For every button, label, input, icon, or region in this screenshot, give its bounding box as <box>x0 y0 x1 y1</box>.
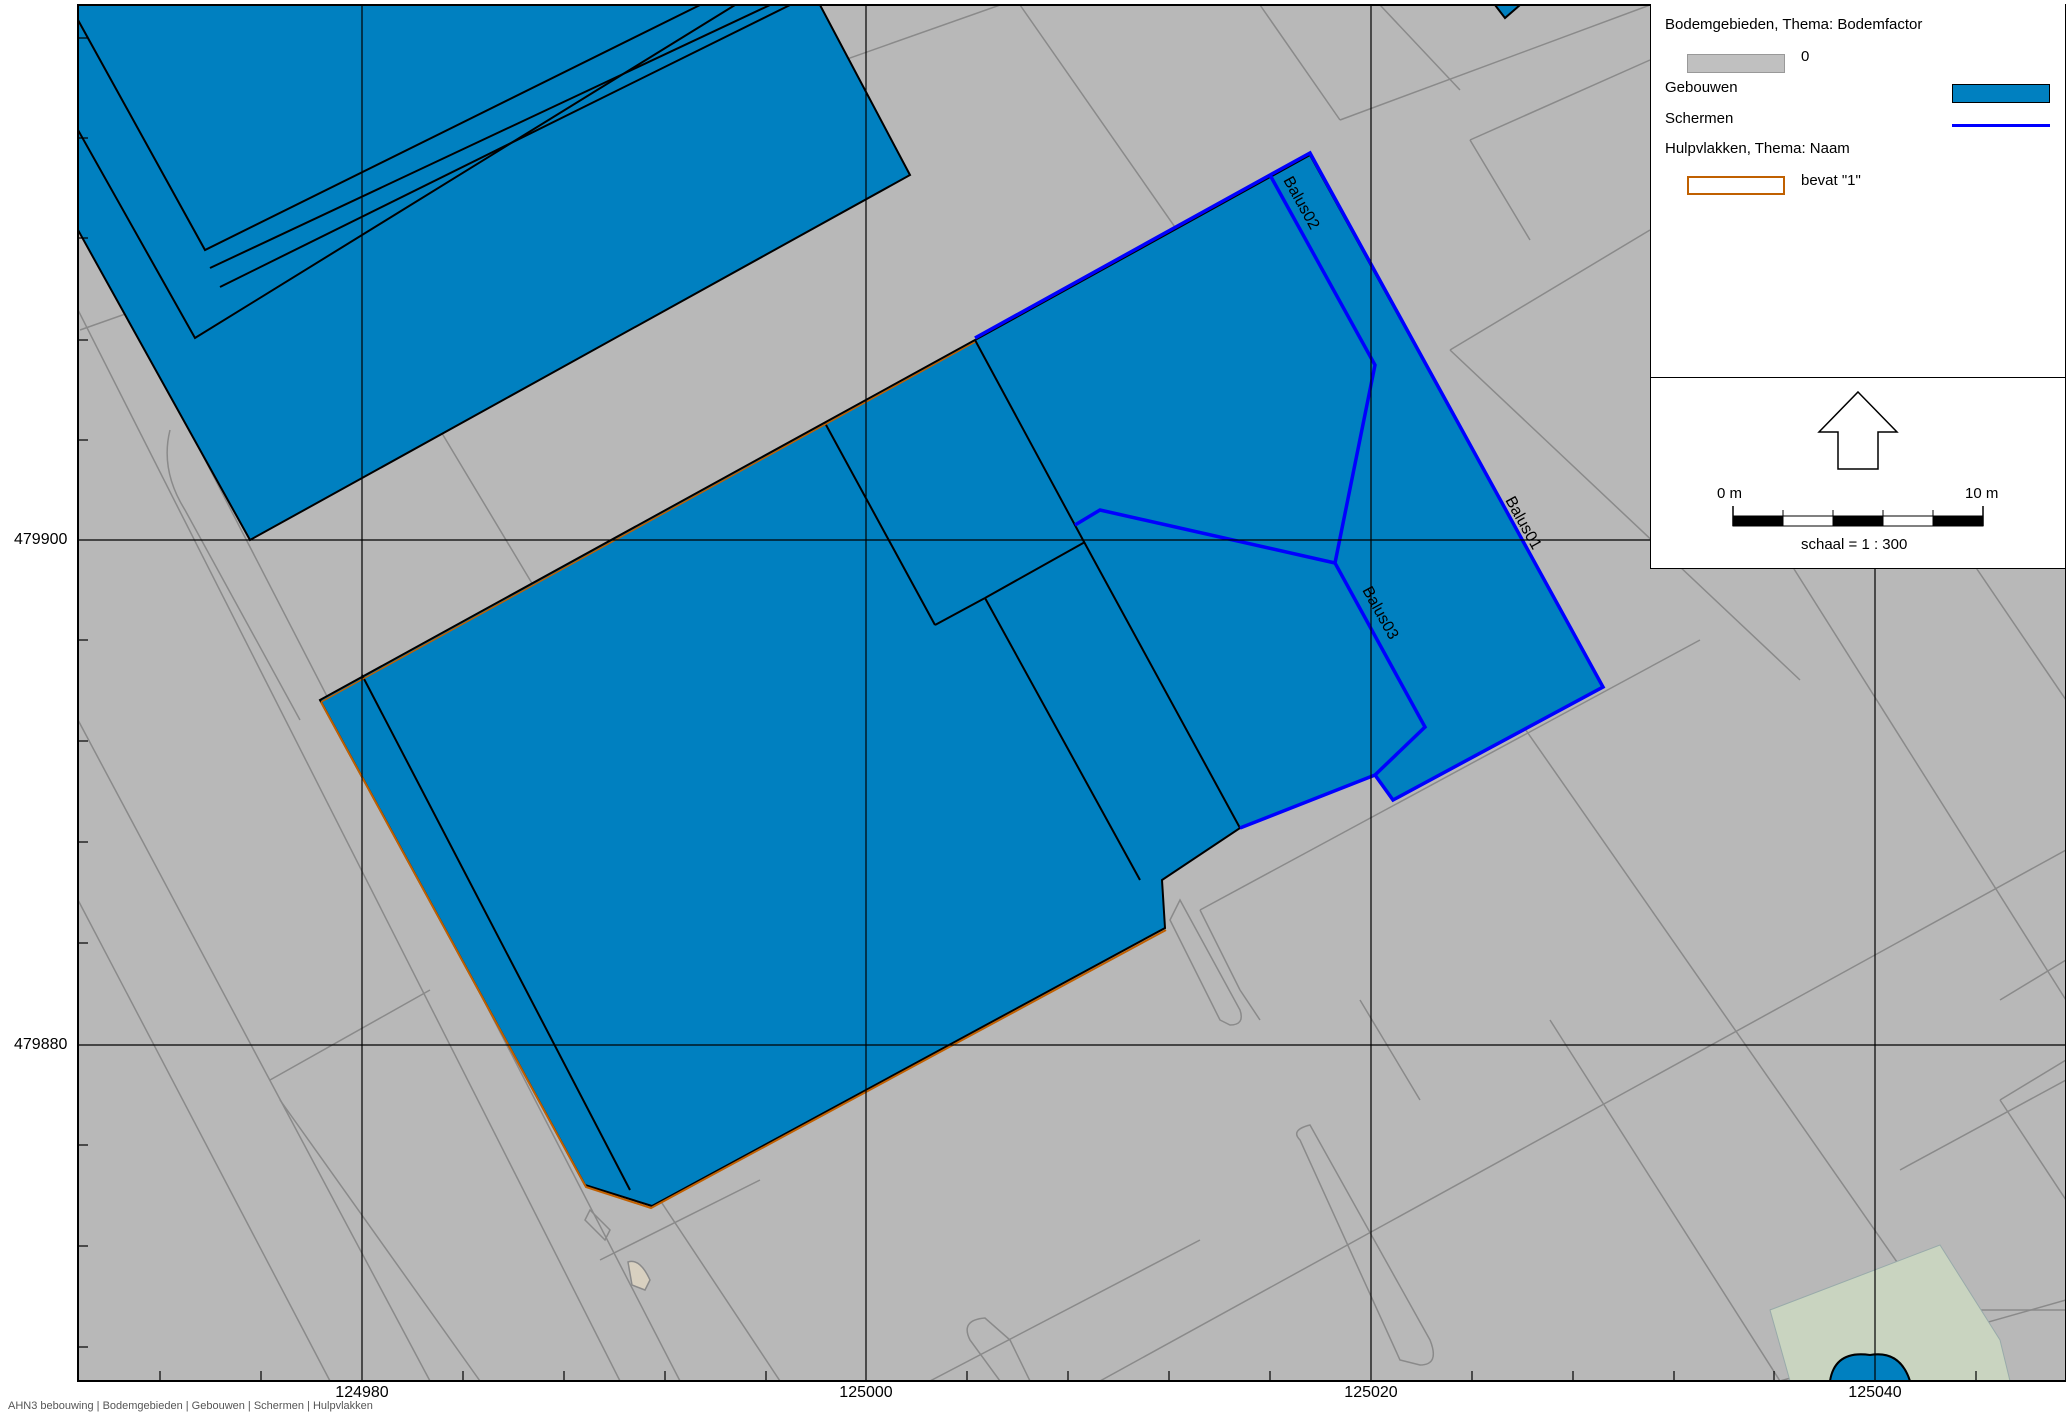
legend-bodem-title: Bodemgebieden, Thema: Bodemfactor <box>1665 16 1923 33</box>
legend-bodem-swatch <box>1687 54 1785 73</box>
legend-panel: Bodemgebieden, Thema: Bodemfactor 0 Gebo… <box>1650 4 2065 378</box>
curb-outlines <box>166 429 1435 1381</box>
scale-end-label: 10 m <box>1965 485 1999 502</box>
footer-credits: AHN3 bebouwing | Bodemgebieden | Gebouwe… <box>8 1400 373 1412</box>
legend-gebouwen-swatch <box>1952 84 2050 103</box>
north-arrow-icon <box>1817 390 1899 470</box>
axis-ticks <box>78 37 1977 1381</box>
legend-gebouwen-label: Gebouwen <box>1665 79 1738 96</box>
scale-bar <box>1732 506 1984 527</box>
buildings-top-left <box>78 5 912 542</box>
legend-hulpvlakken-title: Hulpvlakken, Thema: Naam <box>1665 140 1850 157</box>
y-tick-label: 479880 <box>14 1036 68 1053</box>
y-tick-label: 479900 <box>14 531 68 548</box>
building-top-right-fragment <box>1493 5 1522 20</box>
legend-schermen-swatch <box>1952 124 2050 127</box>
legend-bodem-value: 0 <box>1801 48 1810 65</box>
park-area <box>1769 1244 2011 1381</box>
x-tick-label: 124980 <box>335 1384 389 1401</box>
legend-hulpvlakken-swatch <box>1687 176 1785 195</box>
north-scale-panel: 0 m 10 m schaal = 1 : 300 <box>1650 378 2065 569</box>
legend-hulpvlakken-value: bevat "1" <box>1801 172 1861 189</box>
map-border <box>77 4 2066 1382</box>
scale-start-label: 0 m <box>1717 485 1743 502</box>
x-tick-label: 125020 <box>1344 1384 1398 1401</box>
x-tick-label: 125040 <box>1848 1384 1902 1401</box>
building-small-park <box>1828 1353 1912 1381</box>
scale-ratio-label: schaal = 1 : 300 <box>1801 536 1908 553</box>
screens <box>974 150 1606 830</box>
legend-schermen-label: Schermen <box>1665 110 1734 127</box>
x-tick-label: 125000 <box>839 1384 893 1401</box>
